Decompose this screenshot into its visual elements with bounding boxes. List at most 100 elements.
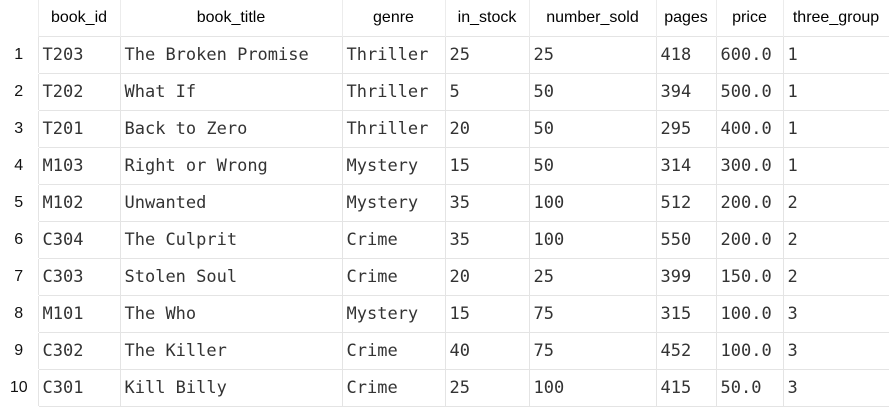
cell-book-id[interactable]: M101 xyxy=(38,295,121,333)
cell-genre[interactable]: Mystery xyxy=(342,295,446,333)
cell-book-id[interactable]: M103 xyxy=(38,147,121,185)
cell-number-sold[interactable]: 50 xyxy=(529,110,657,148)
row-number-header xyxy=(0,0,39,37)
cell-book-title[interactable]: Back to Zero xyxy=(120,110,343,148)
cell-in-stock[interactable]: 40 xyxy=(445,332,530,370)
cell-number-sold[interactable]: 50 xyxy=(529,147,657,185)
cell-price[interactable]: 100.0 xyxy=(716,295,784,333)
cell-in-stock[interactable]: 15 xyxy=(445,295,530,333)
cell-book-id[interactable]: C303 xyxy=(38,258,121,296)
cell-three-group[interactable]: 1 xyxy=(783,110,889,148)
cell-price[interactable]: 500.0 xyxy=(716,73,784,111)
cell-three-group[interactable]: 3 xyxy=(783,332,889,370)
cell-pages[interactable]: 452 xyxy=(656,332,717,370)
cell-three-group[interactable]: 1 xyxy=(783,147,889,185)
column-header-book-id[interactable]: book_id xyxy=(38,0,121,37)
cell-price[interactable]: 200.0 xyxy=(716,221,784,259)
row-number: 6 xyxy=(0,221,39,259)
cell-price[interactable]: 100.0 xyxy=(716,332,784,370)
cell-three-group[interactable]: 3 xyxy=(783,369,889,407)
table-row[interactable]: 7 C303 Stolen Soul Crime 20 25 399 150.0 2 xyxy=(0,258,889,296)
cell-genre[interactable]: Crime xyxy=(342,258,446,296)
cell-in-stock[interactable]: 5 xyxy=(445,73,530,111)
cell-book-id[interactable]: T202 xyxy=(38,73,121,111)
cell-three-group[interactable]: 1 xyxy=(783,73,889,111)
cell-three-group[interactable]: 1 xyxy=(783,36,889,74)
cell-genre[interactable]: Crime xyxy=(342,221,446,259)
cell-three-group[interactable]: 2 xyxy=(783,258,889,296)
cell-pages[interactable]: 550 xyxy=(656,221,717,259)
cell-in-stock[interactable]: 35 xyxy=(445,221,530,259)
column-header-in-stock[interactable]: in_stock xyxy=(445,0,530,37)
cell-genre[interactable]: Crime xyxy=(342,369,446,407)
cell-book-title[interactable]: Right or Wrong xyxy=(120,147,343,185)
table-row[interactable]: 3 T201 Back to Zero Thriller 20 50 295 400.0 1 xyxy=(0,110,889,148)
table-row[interactable]: 4 M103 Right or Wrong Mystery 15 50 314 300.0 1 xyxy=(0,147,889,185)
table-row[interactable]: 10 C301 Kill Billy Crime 25 100 415 50.0 3 xyxy=(0,369,889,407)
cell-three-group[interactable]: 2 xyxy=(783,221,889,259)
cell-in-stock[interactable]: 20 xyxy=(445,110,530,148)
cell-pages[interactable]: 394 xyxy=(656,73,717,111)
table-row[interactable]: 9 C302 The Killer Crime 40 75 452 100.0 3 xyxy=(0,332,889,370)
cell-book-id[interactable]: T201 xyxy=(38,110,121,148)
cell-book-title[interactable]: Unwanted xyxy=(120,184,343,222)
cell-number-sold[interactable]: 100 xyxy=(529,221,657,259)
cell-genre[interactable]: Crime xyxy=(342,332,446,370)
table-row[interactable]: 1 T203 The Broken Promise Thriller 25 25 418 60… xyxy=(0,36,889,74)
cell-book-id[interactable]: C301 xyxy=(38,369,121,407)
cell-genre[interactable]: Thriller xyxy=(342,73,446,111)
cell-pages[interactable]: 399 xyxy=(656,258,717,296)
cell-pages[interactable]: 418 xyxy=(656,36,717,74)
cell-in-stock[interactable]: 25 xyxy=(445,36,530,74)
cell-book-title[interactable]: Stolen Soul xyxy=(120,258,343,296)
cell-book-id[interactable]: C302 xyxy=(38,332,121,370)
cell-pages[interactable]: 314 xyxy=(656,147,717,185)
cell-book-id[interactable]: M102 xyxy=(38,184,121,222)
cell-number-sold[interactable]: 100 xyxy=(529,369,657,407)
cell-in-stock[interactable]: 20 xyxy=(445,258,530,296)
cell-number-sold[interactable]: 100 xyxy=(529,184,657,222)
cell-in-stock[interactable]: 15 xyxy=(445,147,530,185)
cell-price[interactable]: 300.0 xyxy=(716,147,784,185)
column-header-three-group[interactable]: three_group xyxy=(783,0,889,37)
table-row[interactable]: 8 M101 The Who Mystery 15 75 315 100.0 3 xyxy=(0,295,889,333)
cell-book-title[interactable]: The Culprit xyxy=(120,221,343,259)
cell-book-title[interactable]: Kill Billy xyxy=(120,369,343,407)
cell-in-stock[interactable]: 35 xyxy=(445,184,530,222)
cell-genre[interactable]: Mystery xyxy=(342,147,446,185)
cell-genre[interactable]: Thriller xyxy=(342,36,446,74)
cell-price[interactable]: 400.0 xyxy=(716,110,784,148)
cell-book-id[interactable]: T203 xyxy=(38,36,121,74)
cell-in-stock[interactable]: 25 xyxy=(445,369,530,407)
cell-genre[interactable]: Mystery xyxy=(342,184,446,222)
table-row[interactable]: 5 M102 Unwanted Mystery 35 100 512 200.0 2 xyxy=(0,184,889,222)
cell-three-group[interactable]: 2 xyxy=(783,184,889,222)
cell-book-id[interactable]: C304 xyxy=(38,221,121,259)
table-row[interactable]: 6 C304 The Culprit Crime 35 100 550 200.0 2 xyxy=(0,221,889,259)
cell-book-title[interactable]: The Killer xyxy=(120,332,343,370)
cell-pages[interactable]: 295 xyxy=(656,110,717,148)
cell-book-title[interactable]: The Who xyxy=(120,295,343,333)
column-header-pages[interactable]: pages xyxy=(656,0,717,37)
column-header-genre[interactable]: genre xyxy=(342,0,446,37)
cell-number-sold[interactable]: 75 xyxy=(529,332,657,370)
column-header-book-title[interactable]: book_title xyxy=(120,0,343,37)
cell-pages[interactable]: 415 xyxy=(656,369,717,407)
cell-price[interactable]: 600.0 xyxy=(716,36,784,74)
table-row[interactable]: 2 T202 What If Thriller 5 50 394 500.0 1 xyxy=(0,73,889,111)
cell-genre[interactable]: Thriller xyxy=(342,110,446,148)
cell-book-title[interactable]: The Broken Promise xyxy=(120,36,343,74)
column-header-number-sold[interactable]: number_sold xyxy=(529,0,657,37)
cell-number-sold[interactable]: 50 xyxy=(529,73,657,111)
cell-pages[interactable]: 315 xyxy=(656,295,717,333)
cell-number-sold[interactable]: 25 xyxy=(529,36,657,74)
cell-three-group[interactable]: 3 xyxy=(783,295,889,333)
cell-price[interactable]: 50.0 xyxy=(716,369,784,407)
cell-number-sold[interactable]: 25 xyxy=(529,258,657,296)
cell-price[interactable]: 200.0 xyxy=(716,184,784,222)
cell-price[interactable]: 150.0 xyxy=(716,258,784,296)
cell-book-title[interactable]: What If xyxy=(120,73,343,111)
cell-pages[interactable]: 512 xyxy=(656,184,717,222)
column-header-price[interactable]: price xyxy=(716,0,784,37)
cell-number-sold[interactable]: 75 xyxy=(529,295,657,333)
